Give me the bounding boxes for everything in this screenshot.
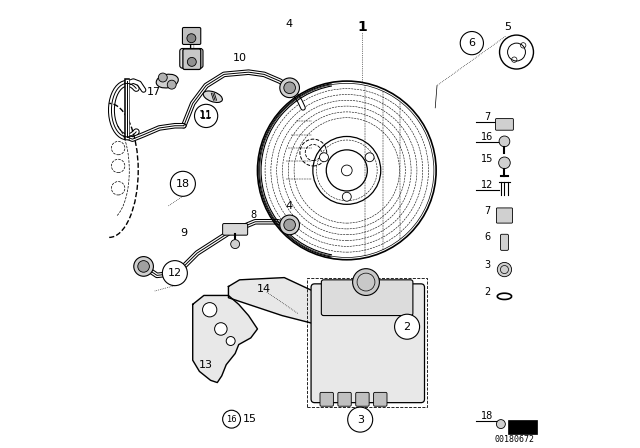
Circle shape <box>230 240 239 249</box>
Circle shape <box>195 104 218 128</box>
Circle shape <box>284 219 296 231</box>
Circle shape <box>497 420 506 429</box>
Text: 10: 10 <box>232 53 246 63</box>
FancyBboxPatch shape <box>495 119 513 130</box>
FancyBboxPatch shape <box>223 224 248 235</box>
Text: 18: 18 <box>481 411 493 421</box>
Circle shape <box>167 80 176 89</box>
FancyBboxPatch shape <box>183 49 201 69</box>
Circle shape <box>163 261 188 286</box>
Circle shape <box>134 257 154 276</box>
Circle shape <box>319 153 328 162</box>
Circle shape <box>138 261 149 272</box>
Text: 4: 4 <box>285 201 292 211</box>
Ellipse shape <box>156 74 179 88</box>
Circle shape <box>460 31 483 55</box>
Text: 13: 13 <box>199 360 213 370</box>
Circle shape <box>353 269 380 296</box>
FancyBboxPatch shape <box>180 48 203 68</box>
FancyBboxPatch shape <box>338 392 351 406</box>
Circle shape <box>185 52 198 65</box>
Circle shape <box>170 171 195 196</box>
Circle shape <box>499 136 510 147</box>
FancyBboxPatch shape <box>497 208 513 223</box>
Text: 15: 15 <box>481 154 493 164</box>
FancyBboxPatch shape <box>320 392 333 406</box>
Text: 4: 4 <box>285 19 292 29</box>
Text: 15: 15 <box>243 414 257 424</box>
Text: 2: 2 <box>404 322 411 332</box>
Text: 5: 5 <box>504 22 511 33</box>
Text: 7: 7 <box>484 112 491 122</box>
Circle shape <box>223 410 241 428</box>
Circle shape <box>348 407 372 432</box>
Circle shape <box>280 215 300 235</box>
Text: 17: 17 <box>147 87 161 97</box>
Text: 16: 16 <box>481 132 493 142</box>
Text: 3: 3 <box>356 414 364 425</box>
Text: 14: 14 <box>257 284 271 294</box>
Text: 8: 8 <box>251 210 257 220</box>
Circle shape <box>187 34 196 43</box>
Text: 18: 18 <box>176 179 190 189</box>
Circle shape <box>342 192 351 201</box>
Ellipse shape <box>204 91 223 103</box>
Text: 11: 11 <box>199 110 213 120</box>
FancyBboxPatch shape <box>182 27 201 44</box>
Text: 16: 16 <box>227 415 237 424</box>
Bar <box>508 420 536 434</box>
Circle shape <box>284 82 296 94</box>
Circle shape <box>395 314 420 339</box>
FancyBboxPatch shape <box>311 284 424 403</box>
Text: 9: 9 <box>180 228 188 238</box>
Circle shape <box>202 302 217 317</box>
FancyBboxPatch shape <box>500 234 508 250</box>
FancyBboxPatch shape <box>374 392 387 406</box>
Text: 12: 12 <box>481 180 493 190</box>
Polygon shape <box>193 296 257 383</box>
Text: 00180672: 00180672 <box>494 435 534 444</box>
Text: 3: 3 <box>484 260 490 270</box>
Text: 1: 1 <box>358 21 367 34</box>
Circle shape <box>226 336 235 345</box>
Circle shape <box>158 73 167 82</box>
Circle shape <box>214 323 227 335</box>
FancyBboxPatch shape <box>356 392 369 406</box>
FancyBboxPatch shape <box>321 280 413 315</box>
Text: 6: 6 <box>468 38 476 48</box>
Text: 7: 7 <box>484 207 491 216</box>
Circle shape <box>499 157 510 168</box>
Circle shape <box>497 263 511 277</box>
Polygon shape <box>228 278 338 326</box>
Circle shape <box>365 153 374 162</box>
Text: 11: 11 <box>200 111 212 121</box>
Circle shape <box>280 78 300 98</box>
Text: 2: 2 <box>484 287 491 297</box>
Text: 12: 12 <box>168 268 182 278</box>
Circle shape <box>188 57 196 66</box>
Text: 6: 6 <box>484 233 490 242</box>
